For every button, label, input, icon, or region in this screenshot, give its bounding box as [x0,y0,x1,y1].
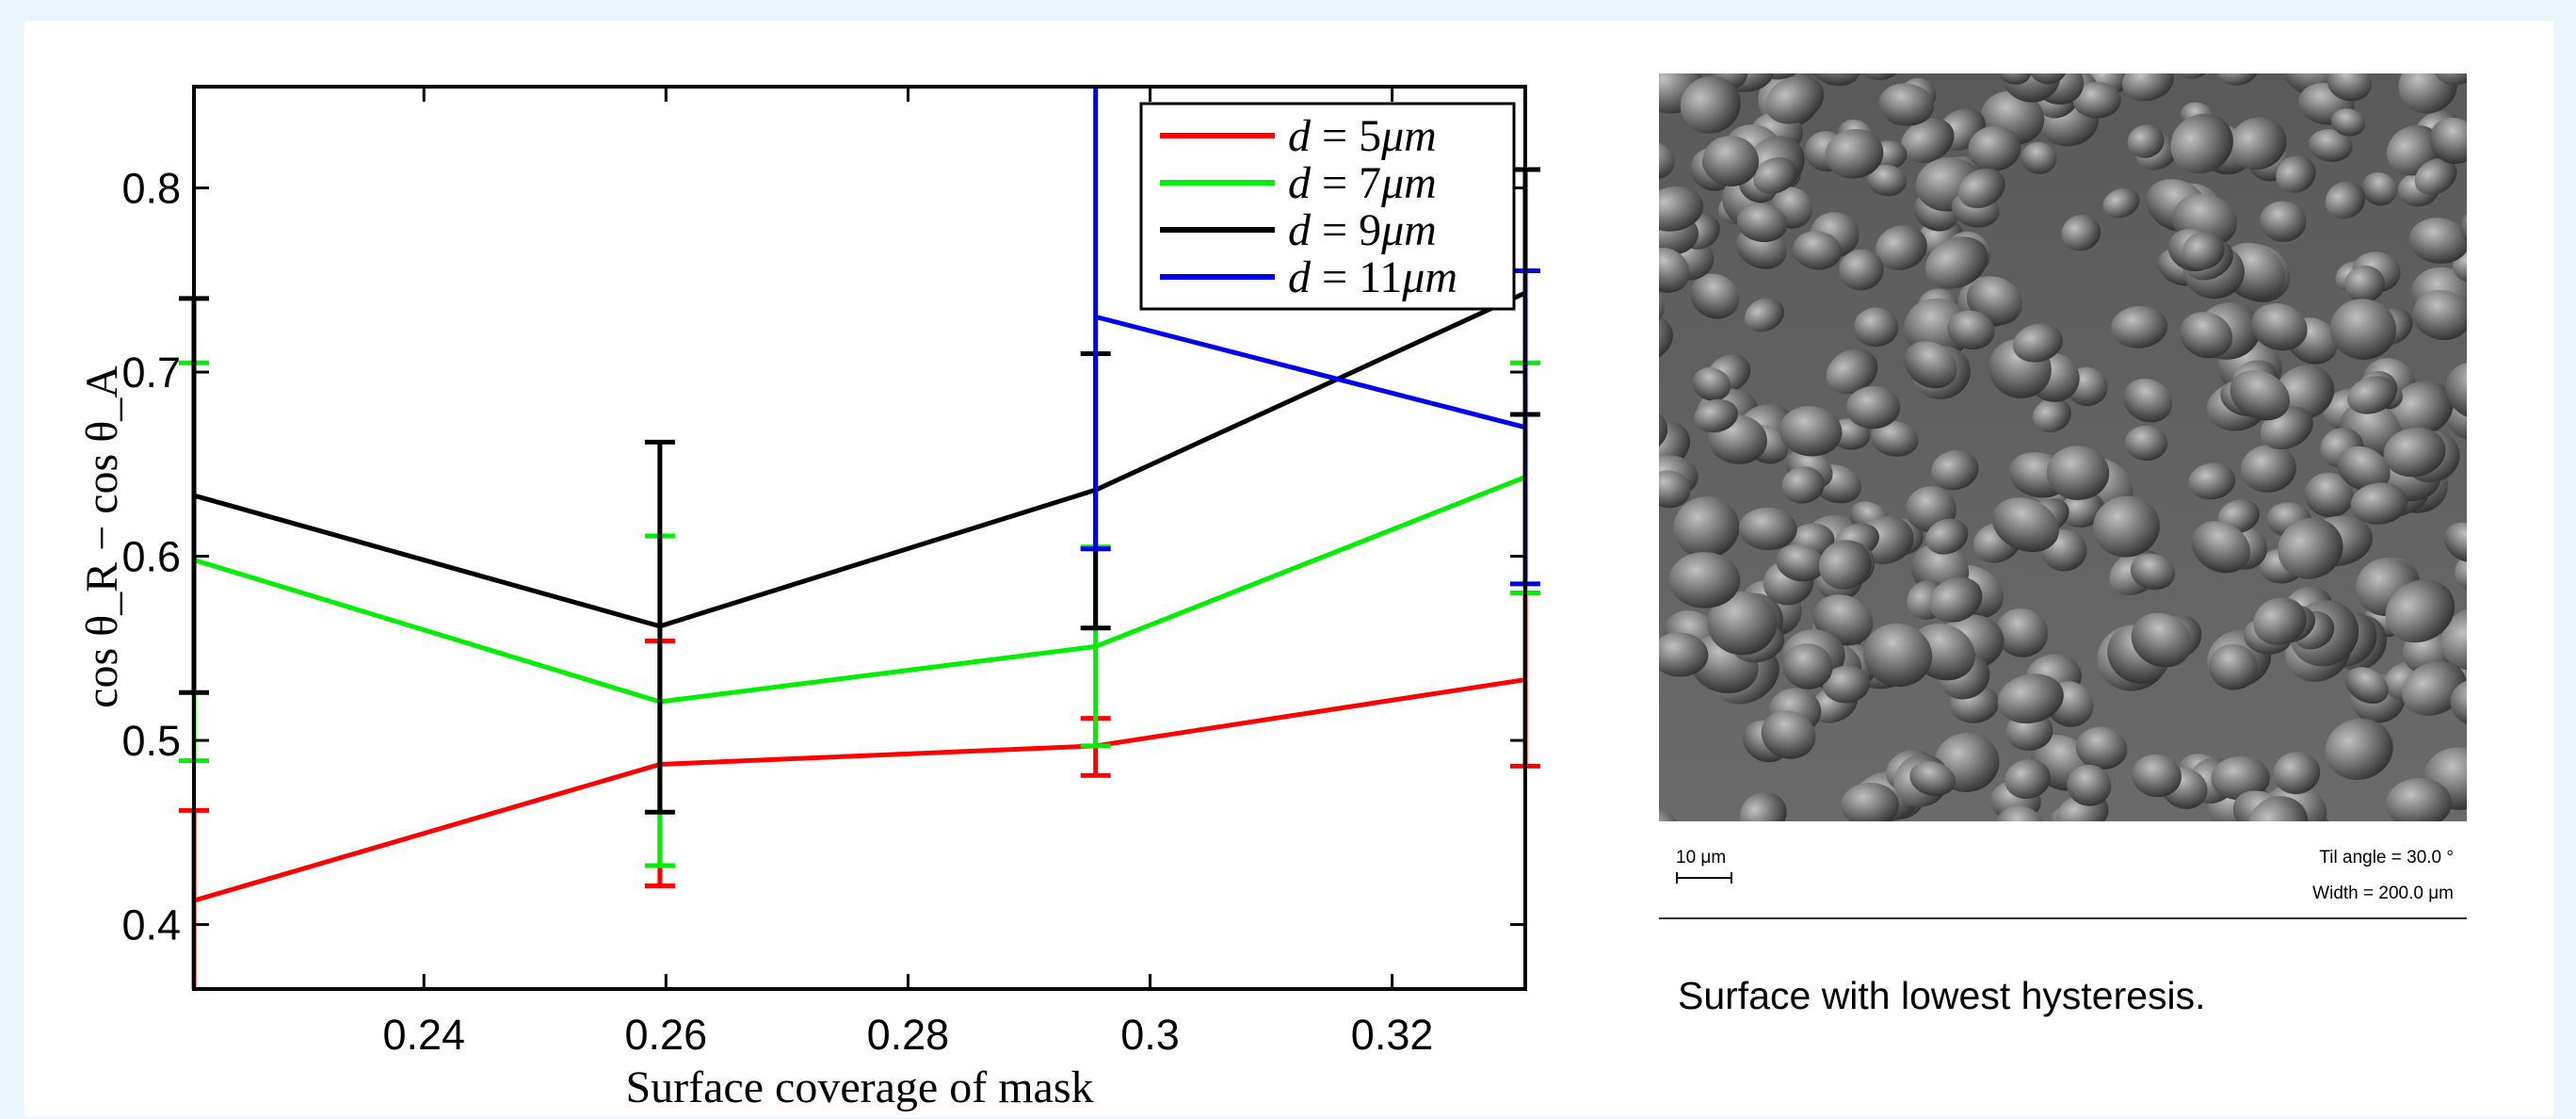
x-tick-label: 0.28 [867,1011,950,1059]
y-axis-title: cos θ_R − cos θ_A [77,365,127,708]
y-tick-label: 0.5 [121,717,181,765]
y-tick-label: 0.7 [121,349,181,397]
legend-label: d = 9μm [1288,205,1437,255]
plot-frame [192,85,1527,991]
y-tick-label: 0.4 [121,901,181,949]
sem-image-panel: 10 μm Til angle = 30.0 ° Width = 200.0 μ… [1659,73,2467,919]
y-tick-label: 0.8 [121,165,181,213]
legend-label: d = 5μm [1288,111,1437,161]
width-text: Width = 200.0 μm [2312,884,2454,903]
sem-micrograph [1659,73,2467,821]
series-line [193,290,1527,629]
y-tick-label: 0.6 [121,533,181,581]
sem-texture [1659,73,2467,821]
x-tick-label: 0.3 [1120,1011,1180,1059]
scale-bar [1676,872,1732,884]
legend-label: d = 11μm [1288,252,1457,302]
scale-bar-label: 10 μm [1676,848,1727,868]
x-tick-label: 0.32 [1351,1011,1434,1059]
image-caption: Surface with lowest hysteresis. [1678,974,2206,1017]
hysteresis-chart: 0.24 0.26 0.28 0.3 0.32 0.4 0.5 0.6 0.7 0.8 d = 5… [77,85,1540,1112]
series-line [193,677,1526,903]
ticks-layer: 0.24 0.26 0.28 0.3 0.32 0.4 0.5 0.6 0.7 0.8 [121,87,1525,1059]
x-tick-label: 0.26 [625,1011,708,1059]
legend-label: d = 7μm [1288,158,1437,208]
slide-panel: 0.24 0.26 0.28 0.3 0.32 0.4 0.5 0.6 0.7 0.8 d = 5… [24,21,2553,1117]
tilt-angle-text: Til angle = 30.0 ° [2319,848,2454,868]
series-line [193,475,1526,705]
series-line [1095,314,1526,430]
x-tick-label: 0.24 [382,1011,465,1059]
x-axis-title: Surface coverage of mask [625,1062,1093,1112]
